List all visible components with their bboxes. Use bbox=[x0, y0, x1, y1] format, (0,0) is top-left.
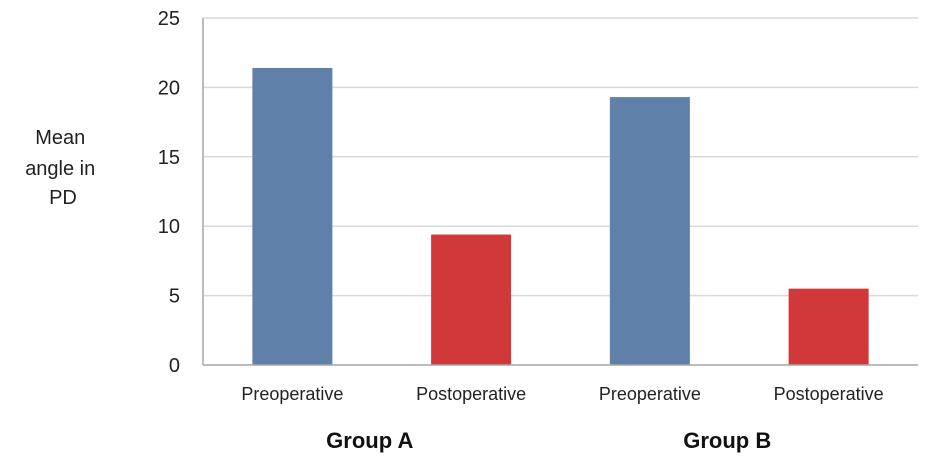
y-axis-label: Mean angle in PD bbox=[25, 127, 101, 209]
group-label: Group A bbox=[326, 428, 413, 453]
x-category-label: Postoperative bbox=[774, 384, 884, 404]
bar bbox=[431, 234, 512, 365]
x-category-label: Postoperative bbox=[416, 384, 526, 404]
y-axis-label-line: angle in bbox=[25, 158, 95, 180]
x-category-label: Preoperative bbox=[599, 384, 701, 404]
bars bbox=[252, 67, 869, 365]
bar bbox=[788, 288, 869, 365]
y-tick-label: 5 bbox=[169, 286, 180, 308]
y-axis-label-line: PD bbox=[49, 187, 77, 209]
y-tick-label: 0 bbox=[169, 355, 180, 377]
y-tick-label: 10 bbox=[158, 216, 180, 238]
bar bbox=[252, 67, 333, 365]
y-tick-label: 20 bbox=[158, 77, 180, 99]
group-labels: Group A Group B bbox=[326, 428, 771, 453]
y-axis-label-line: Mean bbox=[35, 127, 85, 149]
y-tick-label: 25 bbox=[158, 8, 180, 30]
bar bbox=[609, 97, 690, 365]
group-label: Group B bbox=[683, 428, 771, 453]
y-tick-label: 15 bbox=[158, 147, 180, 169]
x-category-labels: Preoperative Postoperative Preoperative Pos… bbox=[241, 384, 883, 404]
axes bbox=[202, 18, 918, 366]
y-tick-labels: 0 5 10 15 20 25 bbox=[158, 8, 180, 377]
x-category-label: Preoperative bbox=[241, 384, 343, 404]
